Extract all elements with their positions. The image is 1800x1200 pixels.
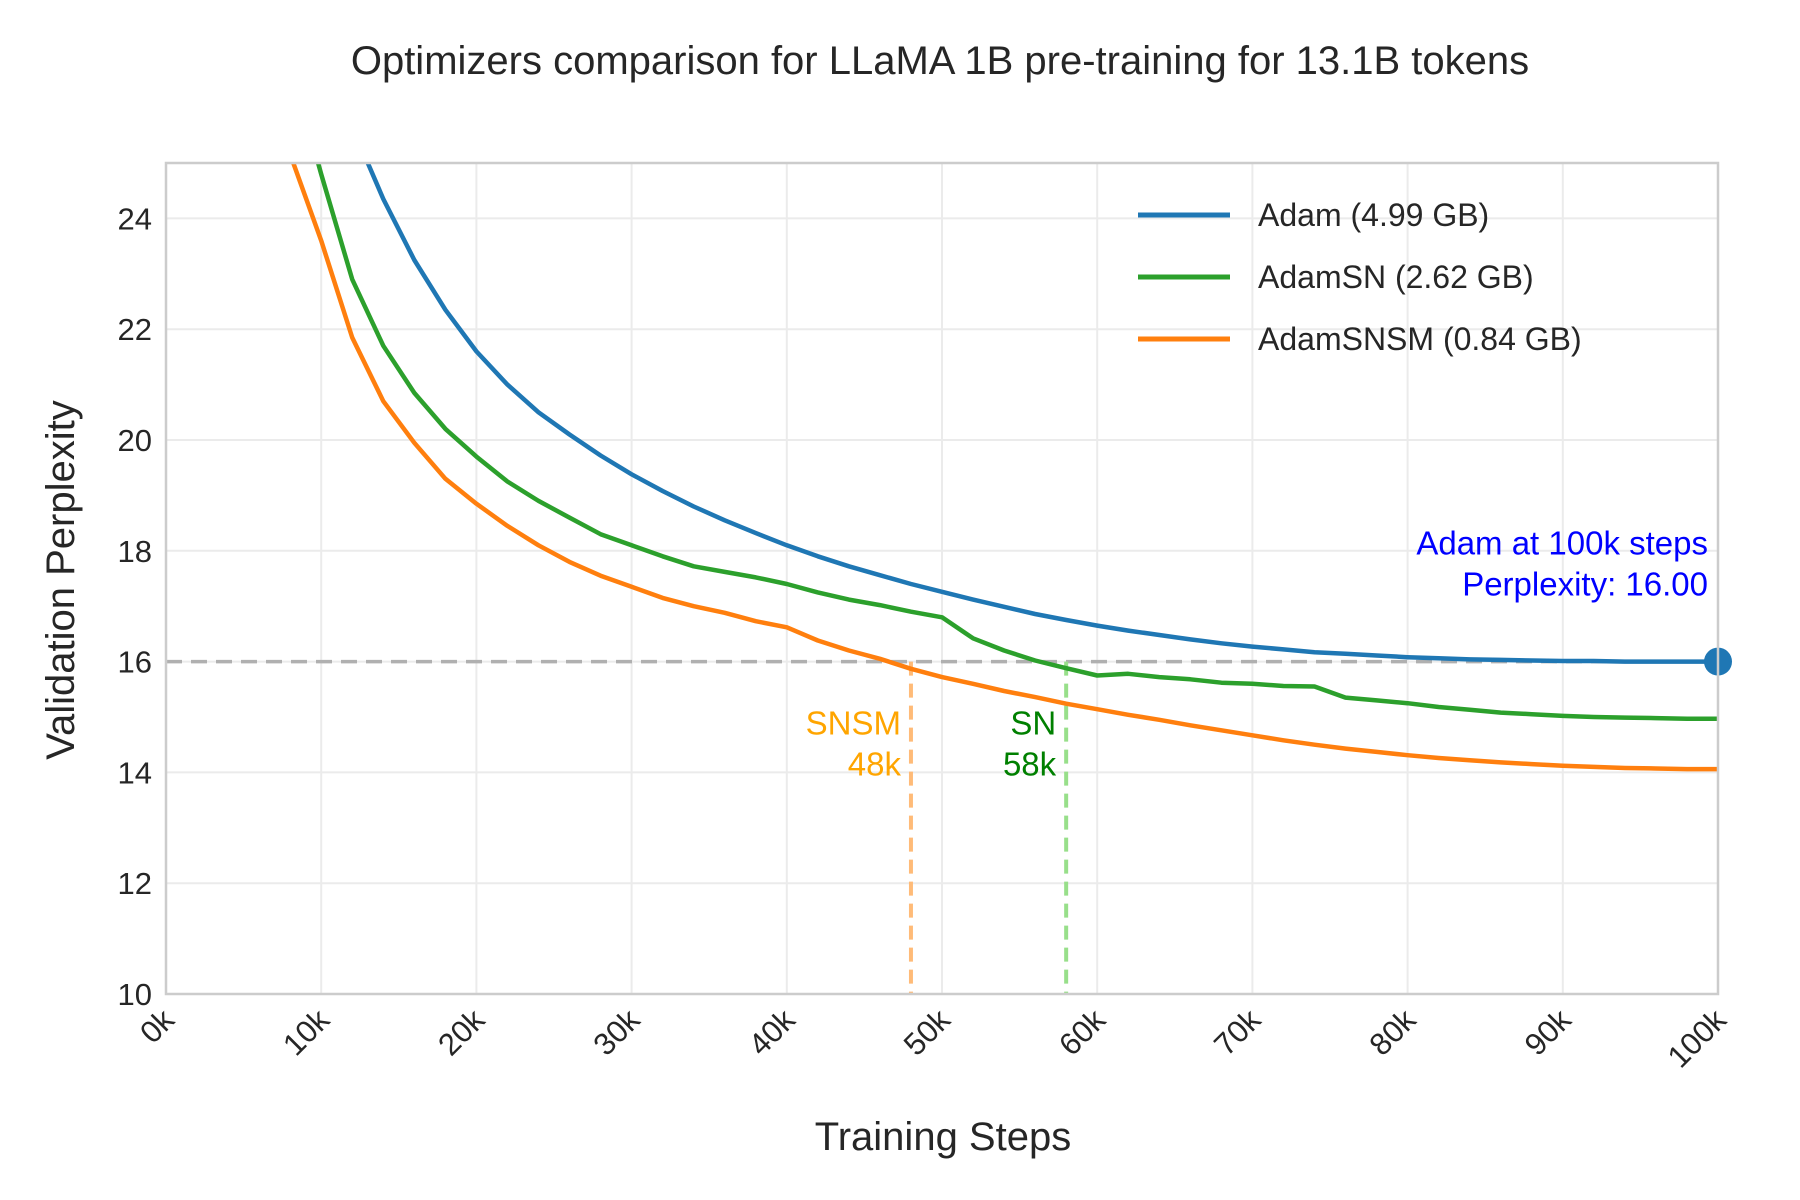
y-tick-label: 22 (118, 312, 152, 347)
legend-label: AdamSNSM (0.84 GB) (1258, 321, 1582, 357)
vline-label: 48k (848, 746, 902, 783)
y-axis-ticks: 10 12 14 16 18 20 22 24 (118, 201, 152, 1012)
annotation-text: Adam at 100k steps (1416, 525, 1708, 562)
annotation-text: Perplexity: 16.00 (1462, 566, 1708, 603)
x-tick-label: 30k (586, 1002, 646, 1062)
y-tick-label: 16 (118, 645, 152, 680)
annotations: SNSM 48k SN 58k Adam at 100k steps Perplexity… (806, 525, 1708, 783)
legend-label: Adam (4.99 GB) (1258, 197, 1489, 233)
series-line (315, 163, 1718, 721)
vline-label: SNSM (806, 705, 901, 742)
y-tick-label: 20 (118, 423, 152, 458)
x-tick-label: 50k (897, 1002, 957, 1062)
legend: Adam (4.99 GB) AdamSN (2.62 GB) AdamSNSM (… (1138, 197, 1582, 357)
x-tick-label: 80k (1362, 1002, 1422, 1062)
series-lines (291, 163, 1718, 772)
y-tick-label: 14 (118, 755, 152, 790)
y-tick-label: 24 (118, 201, 152, 236)
x-tick-label: 90k (1518, 1002, 1578, 1062)
series-line (291, 163, 1718, 772)
x-tick-label: 10k (276, 1002, 336, 1062)
series-line (365, 163, 1718, 664)
legend-label: AdamSN (2.62 GB) (1258, 259, 1534, 295)
y-tick-label: 18 (118, 534, 152, 569)
y-tick-label: 12 (118, 866, 152, 901)
vline-label: 58k (1003, 746, 1057, 783)
y-axis-label: Validation Perplexity (39, 400, 83, 759)
chart-title: Optimizers comparison for LLaMA 1B pre-t… (351, 39, 1529, 83)
y-tick-label: 10 (118, 977, 152, 1012)
x-tick-label: 60k (1052, 1002, 1112, 1062)
x-tick-label: 70k (1207, 1002, 1267, 1062)
x-tick-label: 40k (742, 1002, 802, 1062)
x-axis-label: Training Steps (815, 1115, 1071, 1159)
plot-frame (164, 161, 1720, 996)
vline-label: SN (1010, 705, 1056, 742)
x-tick-label: 100k (1661, 1002, 1734, 1075)
x-axis-ticks: 0k 10k 20k 30k 40k 50k 60k 70k 80k 90k 100k (133, 1002, 1733, 1075)
x-tick-label: 20k (431, 1002, 491, 1062)
